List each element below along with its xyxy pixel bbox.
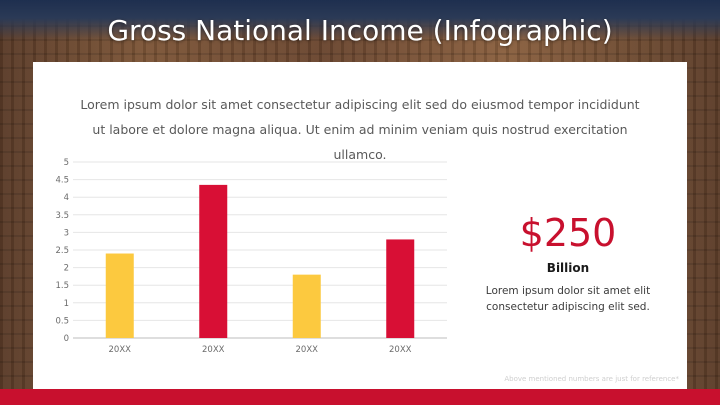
highlight-unit: Billion: [546, 261, 590, 275]
x-tick-label: 20XX: [109, 345, 132, 355]
bar: [386, 239, 415, 338]
bar-chart: 0 0.5 1 1.5 2 2.5 3 3.5 4 4.5 5 20XX 20XX 20XX 20XX: [55, 158, 447, 355]
y-tick-label: 5: [64, 158, 69, 168]
y-tick-label: 1: [64, 299, 69, 309]
y-tick-label: 0: [64, 334, 69, 344]
y-tick-label: 1.5: [55, 281, 69, 291]
bar: [199, 184, 228, 338]
y-tick-label: 2: [64, 264, 69, 274]
y-tick-label: 2.5: [55, 246, 69, 256]
x-tick-label: 20XX: [296, 345, 319, 355]
description-text: Lorem ipsum dolor sit amet consectetur a…: [80, 97, 640, 162]
bar: [105, 253, 134, 338]
highlight-description: Lorem ipsum dolor sit amet elit consecte…: [485, 285, 651, 313]
y-tick-label: 0.5: [55, 316, 69, 326]
x-tick-label: 20XX: [389, 345, 412, 355]
bar: [292, 274, 321, 338]
reference-footnote: Above mentioned numbers are just for ref…: [504, 375, 679, 383]
slide-title: Gross National Income (Infographic): [107, 14, 613, 47]
content-card: Lorem ipsum dolor sit amet consectetur a…: [33, 62, 687, 389]
y-tick-label: 4.5: [55, 176, 69, 186]
x-tick-label: 20XX: [202, 345, 225, 355]
footer-bar: [0, 389, 720, 405]
highlight-value: $250: [519, 211, 617, 255]
y-tick-label: 3.5: [55, 211, 69, 221]
y-tick-label: 3: [64, 228, 69, 238]
y-tick-label: 4: [64, 193, 69, 203]
